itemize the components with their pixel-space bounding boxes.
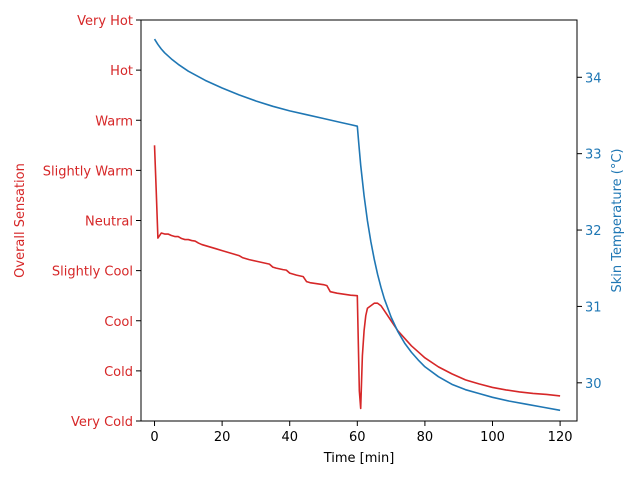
right-tick-label: 30 bbox=[585, 377, 602, 392]
skin-temperature-line bbox=[153, 38, 561, 412]
x-axis-ticks: 0 20 40 60 80 100 120 bbox=[150, 421, 573, 445]
left-tick-label: Very Cold bbox=[71, 415, 133, 430]
x-tick-label: 0 bbox=[150, 430, 158, 445]
left-axis-ticks: Very Cold Cold Cool Slightly Cool Neutral Sli… bbox=[43, 14, 141, 430]
left-tick-label: Very Hot bbox=[77, 14, 133, 29]
x-tick-label: 40 bbox=[281, 430, 298, 445]
left-tick-label: Cool bbox=[104, 315, 133, 330]
right-axis-ticks: 30 31 32 33 34 bbox=[577, 71, 602, 392]
x-tick-label: 80 bbox=[417, 430, 434, 445]
right-tick-label: 31 bbox=[585, 300, 602, 315]
right-tick-label: 33 bbox=[585, 148, 602, 163]
plot-frame bbox=[140, 19, 578, 422]
right-axis-title: Skin Temperature (°C) bbox=[610, 149, 625, 293]
sensation-line bbox=[153, 145, 561, 410]
series-lines bbox=[153, 38, 561, 412]
left-tick-label: Slightly Cool bbox=[52, 265, 133, 280]
left-tick-label: Hot bbox=[110, 64, 133, 79]
x-axis-title: Time [min] bbox=[323, 451, 395, 466]
left-tick-label: Cold bbox=[104, 365, 133, 380]
left-tick-label: Warm bbox=[95, 114, 133, 129]
left-axis-title: Overall Sensation bbox=[13, 163, 28, 278]
x-tick-label: 20 bbox=[214, 430, 231, 445]
x-tick-label: 100 bbox=[480, 430, 505, 445]
x-tick-label: 60 bbox=[349, 430, 366, 445]
left-tick-label: Slightly Warm bbox=[43, 164, 133, 179]
right-tick-label: 32 bbox=[585, 224, 602, 239]
right-tick-label: 34 bbox=[585, 71, 602, 86]
x-tick-label: 120 bbox=[548, 430, 573, 445]
left-tick-label: Neutral bbox=[85, 215, 133, 230]
